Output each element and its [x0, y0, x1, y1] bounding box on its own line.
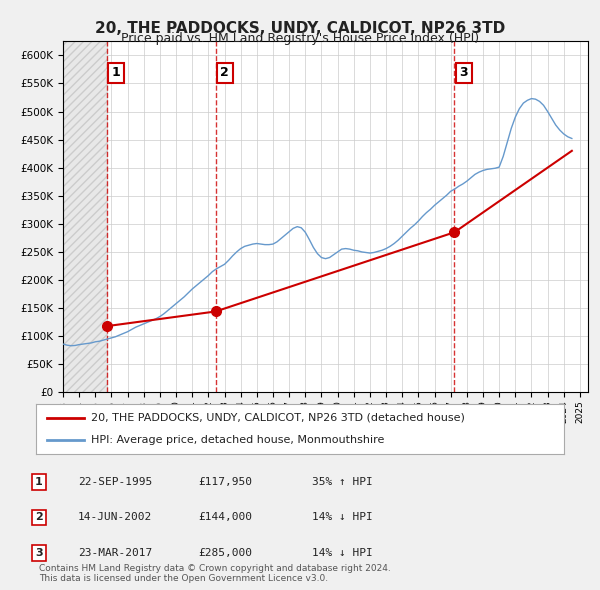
Text: 3: 3 [459, 67, 468, 80]
Text: 35% ↑ HPI: 35% ↑ HPI [312, 477, 373, 487]
Text: 3: 3 [35, 548, 43, 558]
Text: 23-MAR-2017: 23-MAR-2017 [78, 548, 152, 558]
Text: 20, THE PADDOCKS, UNDY, CALDICOT, NP26 3TD: 20, THE PADDOCKS, UNDY, CALDICOT, NP26 3… [95, 21, 505, 35]
Text: 20, THE PADDOCKS, UNDY, CALDICOT, NP26 3TD (detached house): 20, THE PADDOCKS, UNDY, CALDICOT, NP26 3… [91, 412, 466, 422]
Text: £144,000: £144,000 [198, 513, 252, 522]
Text: 14-JUN-2002: 14-JUN-2002 [78, 513, 152, 522]
Text: Price paid vs. HM Land Registry's House Price Index (HPI): Price paid vs. HM Land Registry's House … [121, 32, 479, 45]
Text: 1: 1 [35, 477, 43, 487]
Text: HPI: Average price, detached house, Monmouthshire: HPI: Average price, detached house, Monm… [91, 435, 385, 445]
Text: 2: 2 [220, 67, 229, 80]
Text: Contains HM Land Registry data © Crown copyright and database right 2024.
This d: Contains HM Land Registry data © Crown c… [39, 563, 391, 583]
Bar [63, 41, 107, 392]
Text: £285,000: £285,000 [198, 548, 252, 558]
Text: 2: 2 [35, 513, 43, 522]
Text: £117,950: £117,950 [198, 477, 252, 487]
Text: 1: 1 [112, 67, 121, 80]
Text: 14% ↓ HPI: 14% ↓ HPI [312, 513, 373, 522]
Text: 22-SEP-1995: 22-SEP-1995 [78, 477, 152, 487]
Text: 14% ↓ HPI: 14% ↓ HPI [312, 548, 373, 558]
